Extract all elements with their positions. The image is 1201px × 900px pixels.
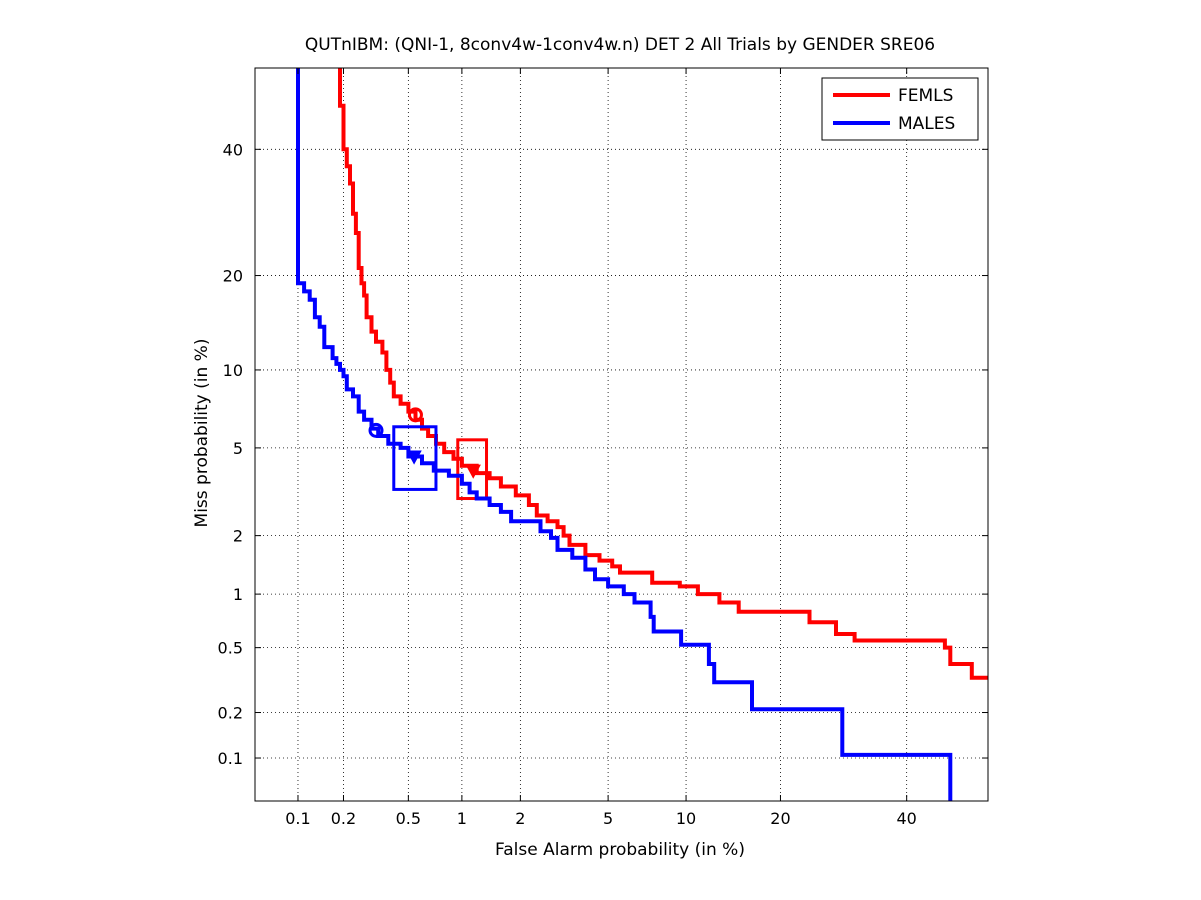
axes-frame xyxy=(254,67,989,802)
x-tick-label: 20 xyxy=(770,809,790,828)
x-tick-label: 1 xyxy=(457,809,467,828)
series-line-males xyxy=(296,68,953,801)
x-tick-label: 0.5 xyxy=(396,809,421,828)
x-axis-ticks: 0.1 0.2 0.5 1 2 5 10 20 40 xyxy=(285,68,917,828)
x-tick-label: 0.2 xyxy=(331,809,356,828)
min-dcf-marker-males xyxy=(406,450,422,465)
y-tick-label: 0.2 xyxy=(218,704,243,723)
y-tick-label: 5 xyxy=(233,439,243,458)
series-males xyxy=(296,68,953,801)
chart-title: QUTnIBM: (QNI-1, 8conv4w-1conv4w.n) DET … xyxy=(305,35,935,55)
y-tick-label: 2 xyxy=(233,527,243,546)
actual-dcf-marker-femls xyxy=(407,407,423,423)
x-axis-label: False Alarm probability (in %) xyxy=(495,840,745,860)
series-femls xyxy=(338,68,988,680)
legend-label-femls: FEMLS xyxy=(898,86,953,106)
x-tick-label: 40 xyxy=(896,809,916,828)
y-tick-label: 0.5 xyxy=(218,639,243,658)
legend-box xyxy=(821,77,979,141)
legend-label-males: MALES xyxy=(898,114,955,134)
y-tick-label: 0.1 xyxy=(218,749,243,768)
y-tick-label: 1 xyxy=(233,585,243,604)
y-axis-label: Miss probability (in %) xyxy=(192,339,212,528)
legend: FEMLS MALES xyxy=(821,77,979,141)
x-tick-label: 10 xyxy=(676,809,696,828)
series-layer xyxy=(296,68,988,801)
y-tick-label: 40 xyxy=(223,140,243,159)
confidence-box-males xyxy=(392,425,438,491)
actual-dcf-marker-males xyxy=(368,422,384,438)
x-tick-label: 2 xyxy=(515,809,525,828)
x-tick-label: 0.1 xyxy=(285,809,310,828)
y-tick-label: 10 xyxy=(223,361,243,380)
x-tick-label: 5 xyxy=(603,809,613,828)
y-axis-ticks: 0.1 0.2 0.5 1 2 5 10 20 40 xyxy=(218,140,988,768)
y-tick-label: 20 xyxy=(223,267,243,286)
confidence-box-femls xyxy=(456,438,489,501)
min-dcf-marker-femls xyxy=(465,464,481,479)
